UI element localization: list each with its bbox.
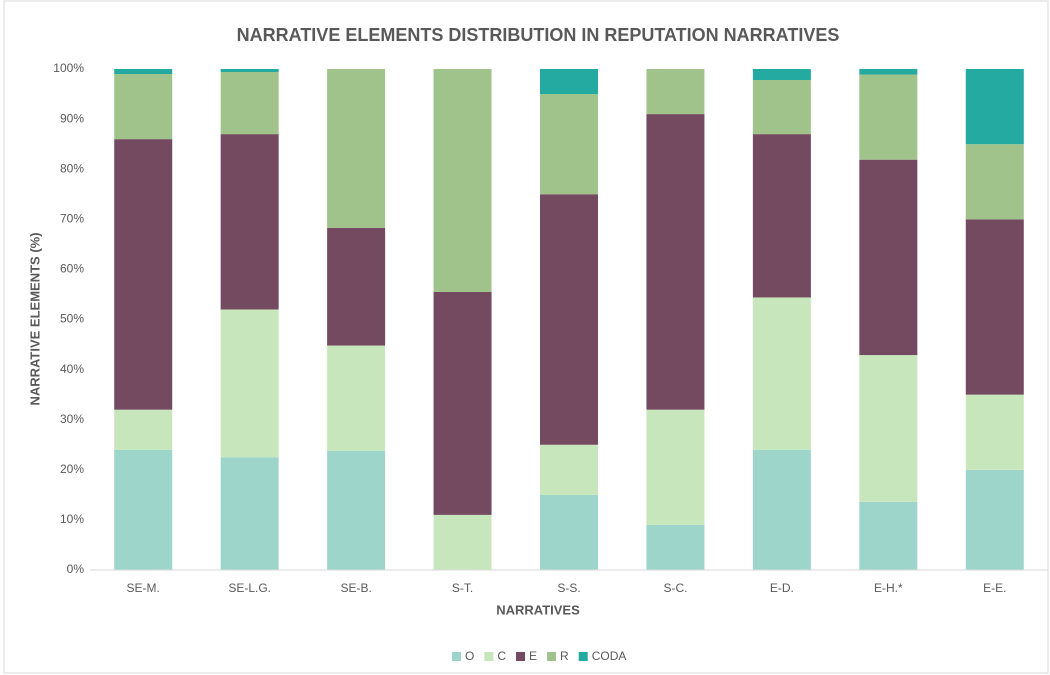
bar-segment	[540, 69, 598, 95]
bar-segment	[327, 345, 386, 451]
bar-segment	[433, 69, 492, 292]
y-tick-label: 0%	[67, 562, 85, 576]
x-tick-label: SE-M.	[127, 581, 160, 595]
x-tick-label: E-E.	[983, 581, 1006, 595]
bar-segment	[965, 219, 1024, 395]
bar-segment	[859, 355, 918, 502]
legend-label: CODA	[592, 649, 627, 663]
bar-segment	[646, 409, 705, 525]
bar-segment	[752, 80, 811, 135]
legend-label: E	[529, 649, 537, 663]
bar-segment	[327, 227, 386, 346]
bar-segment	[965, 394, 1024, 470]
legend-label: O	[465, 649, 474, 663]
bar-segment	[540, 94, 598, 195]
bar-segment	[859, 69, 918, 75]
bar-segment	[859, 74, 918, 160]
bar-segment	[114, 449, 173, 570]
legend-label: C	[497, 649, 506, 663]
bar-segment	[114, 74, 173, 140]
y-tick-label: 40%	[60, 362, 84, 376]
x-axis-title: NARRATIVES	[496, 602, 580, 617]
bar-segment	[114, 139, 173, 410]
bar-segment	[752, 449, 811, 570]
bar-segment	[965, 144, 1024, 220]
bar-segment	[220, 457, 279, 570]
bar-segment	[646, 114, 705, 410]
bar-segment	[220, 134, 279, 310]
bar-segment	[540, 494, 598, 570]
legend-swatch	[578, 652, 588, 661]
x-tick-label: S-C.	[663, 581, 687, 595]
legend-swatch	[516, 652, 526, 661]
x-tick-label: E-H.*	[874, 581, 903, 595]
x-tick-label: S-T.	[452, 581, 473, 595]
bar-segment	[752, 134, 811, 298]
y-tick-label: 30%	[60, 412, 84, 426]
bar-segment	[540, 194, 598, 445]
y-tick-label: 10%	[60, 512, 84, 526]
bar-segment	[327, 450, 386, 570]
y-tick-label: 60%	[60, 262, 84, 276]
bar-segment	[327, 69, 386, 228]
y-tick-label: 50%	[60, 312, 84, 326]
y-tick-label: 70%	[60, 211, 84, 225]
bar-segment	[220, 72, 279, 135]
y-tick-label: 80%	[60, 161, 84, 175]
bar-segment	[433, 514, 492, 570]
x-tick-label: SE-L.G.	[228, 581, 271, 595]
bar-segment	[752, 69, 811, 81]
bar-segment	[859, 159, 918, 356]
legend-label: R	[560, 649, 569, 663]
bar-segment	[752, 297, 811, 450]
bar-segment	[646, 69, 705, 115]
chart-title: NARRATIVE ELEMENTS DISTRIBUTION IN REPUT…	[237, 25, 840, 45]
bar-segment	[220, 69, 279, 73]
y-tick-label: 90%	[60, 111, 84, 125]
bar-segment	[965, 469, 1024, 570]
bar-segment	[646, 524, 705, 570]
y-tick-label: 100%	[53, 61, 84, 75]
y-tick-label: 20%	[60, 462, 84, 476]
bar-segment	[114, 69, 173, 75]
legend-swatch	[547, 652, 557, 661]
bar-segment	[114, 409, 173, 450]
x-tick-label: SE-B.	[340, 581, 371, 595]
bar-segment	[540, 444, 598, 495]
bar-segment	[965, 69, 1024, 145]
legend-swatch	[484, 652, 494, 661]
x-tick-label: S-S.	[557, 581, 580, 595]
bar-segment	[859, 501, 918, 570]
bar-segment	[433, 291, 492, 515]
y-axis-title: NARRATIVE ELEMENTS (%)	[27, 232, 42, 405]
bar-segment	[220, 309, 279, 458]
x-tick-label: E-D.	[770, 581, 794, 595]
legend-swatch	[452, 652, 461, 661]
